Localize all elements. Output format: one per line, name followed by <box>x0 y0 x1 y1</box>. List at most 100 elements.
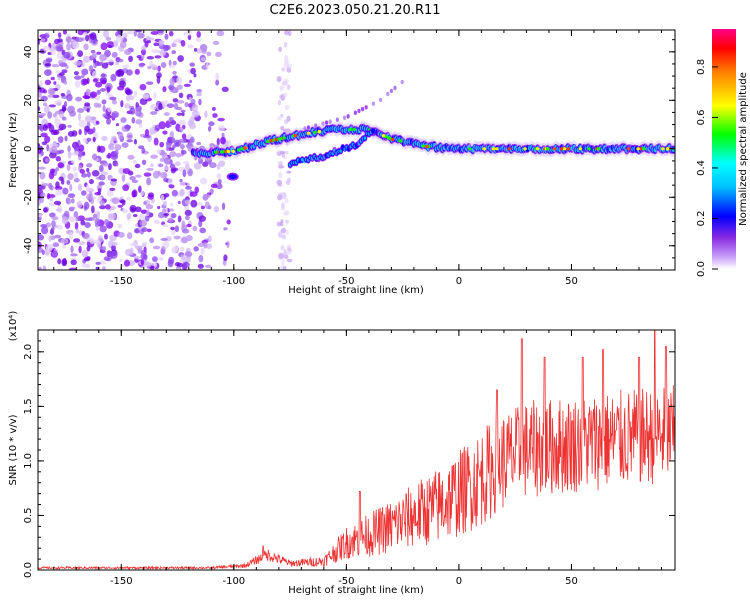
heatmap-cell <box>100 42 108 51</box>
heatmap-cell <box>44 63 52 67</box>
heatmap-cell <box>99 200 105 206</box>
heatmap-cell <box>578 147 583 151</box>
heatmap-cell <box>113 40 119 48</box>
heatmap-cell <box>160 237 168 242</box>
heatmap-cell <box>103 218 110 226</box>
heatmap-cell <box>38 201 41 207</box>
heatmap-cell <box>145 204 154 210</box>
heatmap-cell <box>665 147 670 151</box>
heatmap-cell <box>61 216 69 225</box>
heatmap-cell <box>66 180 71 185</box>
heatmap-cell <box>172 70 177 75</box>
heatmap-cell <box>86 167 90 173</box>
heatmap-cell <box>278 165 285 169</box>
heatmap-cell <box>42 45 51 52</box>
heatmap-cell <box>117 204 123 208</box>
heatmap-cell <box>69 183 73 192</box>
spectrogram-y-label: Frequency (Hz) <box>8 112 19 188</box>
heatmap-cell <box>43 105 50 114</box>
heatmap-cell <box>215 79 220 86</box>
heatmap-cell <box>181 133 187 140</box>
heatmap-cell <box>86 137 92 142</box>
heatmap-cell <box>167 217 174 223</box>
heatmap-cell <box>216 137 220 146</box>
heatmap-cell <box>223 227 228 231</box>
heatmap-cell <box>199 177 208 185</box>
heatmap-cell <box>153 42 160 47</box>
heatmap-cell <box>71 36 77 40</box>
colorbar-gradient <box>712 29 736 269</box>
heatmap-cell <box>381 134 386 138</box>
heatmap-cell <box>139 98 148 106</box>
heatmap-cell <box>38 234 45 241</box>
heatmap-cell <box>116 34 124 43</box>
heatmap-cell <box>596 147 601 151</box>
heatmap-cell <box>173 235 181 240</box>
heatmap-cell <box>67 145 71 153</box>
heatmap-cell <box>158 40 165 44</box>
heatmap-cell <box>190 98 196 105</box>
heatmap-cell <box>67 130 75 137</box>
heatmap-cell <box>286 258 293 263</box>
heatmap-cell <box>115 162 119 167</box>
heatmap-cell <box>176 100 185 104</box>
heatmap-cell <box>200 205 205 210</box>
heatmap-cell <box>283 55 289 62</box>
heatmap-cell <box>215 51 222 58</box>
heatmap-cell <box>118 80 126 88</box>
heatmap-cell <box>399 139 403 143</box>
heatmap-cell <box>175 152 182 158</box>
heatmap-cell <box>642 147 646 151</box>
heatmap-cell <box>119 258 123 262</box>
heatmap-cell <box>562 147 567 151</box>
heatmap-cell <box>105 204 111 210</box>
heatmap-cell <box>51 227 55 231</box>
heatmap-cell <box>390 137 395 141</box>
heatmap-cell <box>135 174 142 178</box>
heatmap-cell <box>164 33 169 40</box>
heatmap-cell <box>285 179 291 185</box>
heatmap-cell <box>50 76 55 81</box>
heatmap-cell <box>90 49 96 54</box>
heatmap-cell <box>348 127 353 131</box>
snr-x-tick-label: 0 <box>456 576 462 587</box>
heatmap-cell <box>139 219 148 227</box>
heatmap-cell <box>378 97 383 103</box>
heatmap-cell <box>100 61 104 65</box>
heatmap-cell <box>129 176 136 181</box>
heatmap-cell <box>45 222 51 228</box>
colorbar-axes: 0.0 0.2 0.4 0.6 0.8 <box>696 59 718 277</box>
spectrogram-frame <box>37 29 676 271</box>
heatmap-cell <box>566 147 571 151</box>
heatmap-cell <box>58 123 67 130</box>
heatmap-cell <box>101 62 109 69</box>
heatmap-cell <box>124 103 131 109</box>
heatmap-cell <box>84 222 91 229</box>
heatmap-cell <box>53 129 60 135</box>
heatmap-cell <box>86 171 91 178</box>
heatmap-cell <box>96 240 102 249</box>
heatmap-cell <box>133 228 139 234</box>
heatmap-cell <box>171 50 176 54</box>
snr-panel: -150 -100 -50 0 50 0.0 0.5 1.0 1.5 2.0 Height of … <box>8 311 676 596</box>
heatmap-cell <box>55 189 63 196</box>
snr-x-tick-label: -150 <box>110 576 133 587</box>
heatmap-cell <box>108 147 116 151</box>
heatmap-cell <box>141 227 148 233</box>
heatmap-cell <box>110 153 119 160</box>
heatmap-cell <box>38 148 42 154</box>
heatmap-cell <box>140 249 147 255</box>
heatmap-cell <box>67 173 74 181</box>
heatmap-cell <box>174 161 181 167</box>
heatmap-cell <box>88 65 94 72</box>
heatmap-cell <box>95 120 100 125</box>
heatmap-cell <box>167 178 174 185</box>
heatmap-cell <box>65 36 72 44</box>
heatmap-cell <box>213 150 218 154</box>
heatmap-cell <box>482 147 487 151</box>
heatmap-cell <box>180 39 186 47</box>
heatmap-cell <box>102 113 108 118</box>
heatmap-cell <box>129 107 136 115</box>
heatmap-cell <box>284 119 288 125</box>
heatmap-cell <box>57 38 63 43</box>
